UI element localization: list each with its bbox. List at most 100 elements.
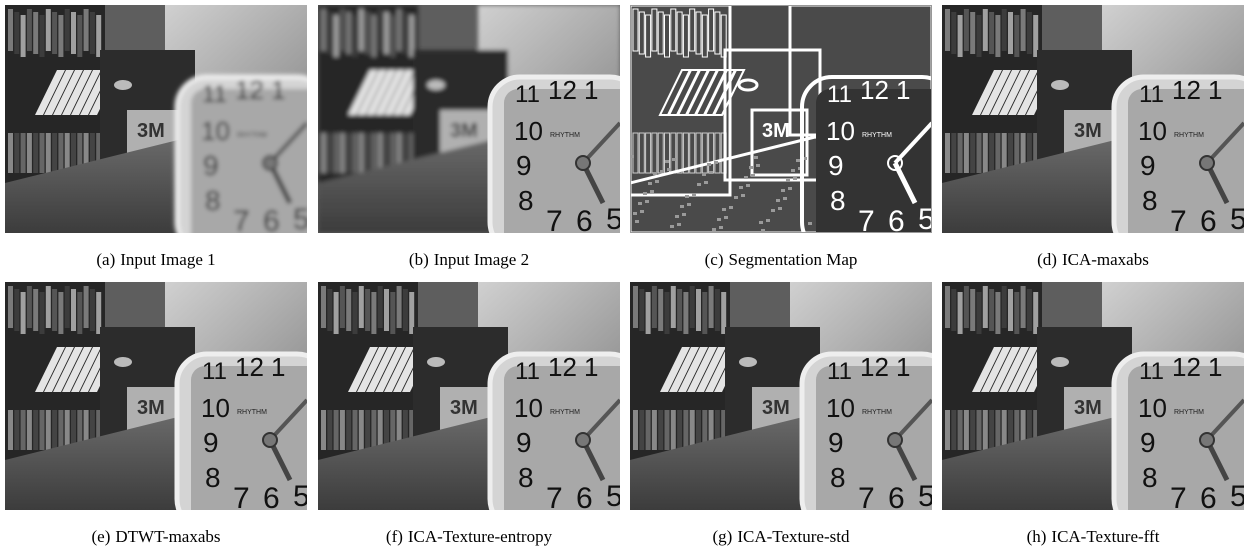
book	[683, 410, 688, 450]
clock-center	[576, 156, 590, 170]
book	[33, 410, 38, 450]
book	[77, 292, 82, 334]
caption: (f)ICA-Texture-entropy	[386, 527, 553, 546]
clock-numeral: 9	[516, 427, 532, 458]
book	[690, 286, 695, 328]
clock-numeral: 11	[1139, 81, 1164, 108]
clock-numeral: 6	[263, 482, 280, 515]
book	[378, 286, 383, 328]
book	[340, 410, 345, 450]
clock-group: 111211098765RHYTHM	[177, 75, 327, 252]
book	[321, 9, 326, 51]
segment-speck	[707, 163, 711, 166]
book	[340, 9, 345, 51]
clock-numeral: 7	[233, 205, 250, 238]
clock-numeral: 7	[546, 205, 563, 238]
clock-numeral: 6	[576, 482, 593, 515]
segment-speck	[724, 216, 728, 219]
book	[951, 410, 956, 450]
book	[639, 410, 644, 450]
book	[652, 410, 657, 450]
clock-numeral: 6	[888, 482, 905, 515]
clock-numeral: 1	[584, 352, 598, 382]
box-label: 3M	[137, 397, 165, 419]
book	[403, 289, 408, 331]
book	[327, 410, 332, 450]
clock-group: 111211098765RHYTHM	[802, 75, 952, 252]
clock-numeral: 7	[858, 205, 875, 238]
eye-icon	[1051, 357, 1069, 367]
book	[945, 9, 950, 51]
clock-numeral: 8	[1142, 185, 1158, 216]
book	[27, 410, 32, 450]
box-label: 3M	[762, 397, 790, 419]
clock-numeral: 5	[1230, 203, 1245, 236]
segment-speck	[776, 199, 780, 202]
clock-numeral: 12	[1172, 75, 1201, 105]
book	[1008, 12, 1013, 54]
book	[709, 286, 714, 328]
clock-numeral: 10	[514, 393, 543, 423]
book	[327, 12, 332, 54]
clock-numeral: 6	[1200, 482, 1217, 515]
clock-numeral: 9	[516, 150, 532, 181]
book	[633, 286, 638, 328]
image-panel: 3M111211098765RHYTHM	[942, 282, 1245, 529]
clock-numeral: 11	[827, 358, 852, 385]
book	[951, 133, 956, 173]
segment-speck	[709, 171, 713, 174]
clock-numeral: 7	[858, 482, 875, 515]
clock-numeral: 1	[896, 75, 910, 105]
clock-numeral: 9	[1140, 427, 1156, 458]
book	[1008, 289, 1013, 331]
book	[359, 133, 364, 173]
book	[995, 410, 1000, 450]
box-label: 3M	[450, 397, 478, 419]
book	[958, 410, 963, 450]
clock-brand: RHYTHM	[862, 409, 892, 416]
segment-speck	[702, 173, 706, 176]
book	[983, 410, 988, 450]
segment-speck	[734, 196, 738, 199]
clock-numeral: 8	[830, 185, 846, 216]
book	[970, 410, 975, 450]
book	[21, 292, 26, 334]
book	[14, 12, 19, 54]
segment-speck	[778, 207, 782, 210]
clock-numeral: 10	[201, 393, 230, 423]
book	[945, 286, 950, 328]
book	[1027, 289, 1032, 331]
segment-speck	[655, 180, 659, 183]
book	[964, 286, 969, 328]
segment-speck	[635, 220, 639, 223]
clock-numeral: 8	[518, 462, 534, 493]
clock-numeral: 6	[1200, 205, 1217, 238]
book	[365, 133, 370, 173]
book	[371, 410, 376, 450]
clock-numeral: 9	[203, 427, 219, 458]
caption-text: ICA-maxabs	[1062, 250, 1149, 269]
caption-text: Segmentation Map	[728, 250, 857, 269]
segment-speck	[638, 202, 642, 205]
book	[52, 410, 57, 450]
clock-group: 111211098765RHYTHM	[802, 352, 952, 529]
clock-brand: RHYTHM	[1174, 409, 1204, 416]
book	[65, 133, 70, 173]
clock-numeral: 8	[205, 185, 221, 216]
book	[21, 133, 26, 173]
book	[633, 410, 638, 450]
caption-label: (c)	[705, 250, 724, 269]
book	[403, 12, 408, 54]
book	[353, 292, 358, 334]
book	[945, 133, 950, 173]
book	[1027, 12, 1032, 54]
book	[14, 289, 19, 331]
book	[951, 289, 956, 331]
eye-icon	[739, 357, 757, 367]
clock-numeral: 1	[271, 352, 285, 382]
book	[371, 133, 376, 173]
book	[390, 15, 395, 57]
clock-numeral: 5	[1230, 480, 1245, 513]
